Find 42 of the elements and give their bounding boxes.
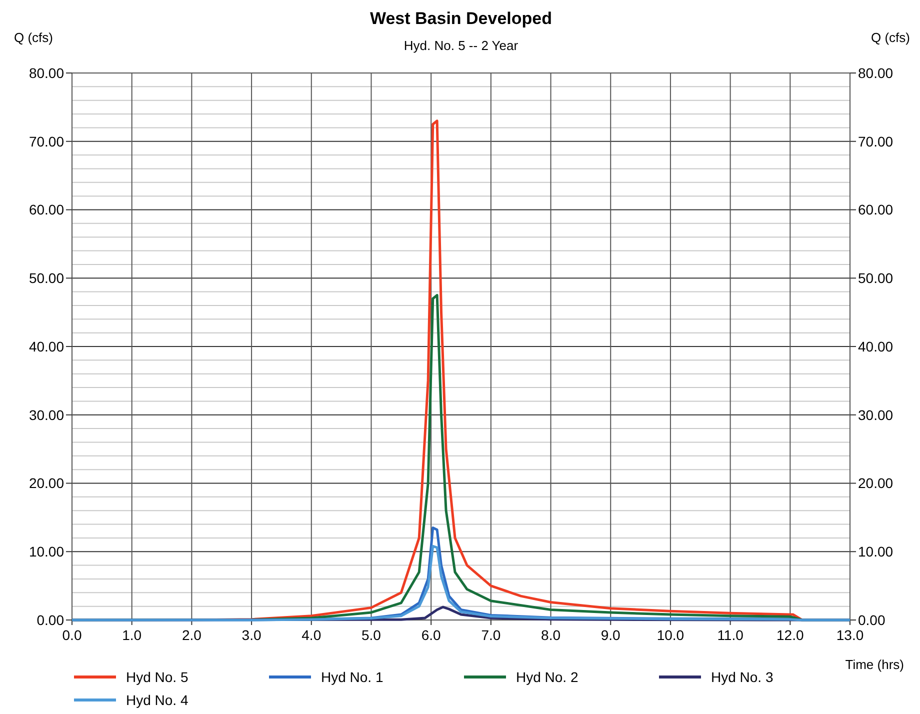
x-tick-label: 8.0: [541, 627, 561, 643]
legend-label: Hyd No. 3: [711, 668, 774, 685]
x-tick-label: 2.0: [182, 627, 202, 643]
y2-tick-label: 80.00: [858, 64, 894, 81]
y-tick-label: 10.00: [28, 544, 64, 560]
y2-axis-title: Q (cfs): [871, 30, 910, 45]
x-axis-title: Time (hrs): [845, 657, 904, 672]
y2-tick-label: 20.00: [858, 475, 894, 492]
y-axis-title: Q (cfs): [14, 30, 53, 45]
y-tick-label: 80.00: [28, 64, 64, 81]
legend-label: Hyd No. 4: [126, 692, 188, 708]
x-tick-label: 12.0: [776, 627, 804, 643]
x-tick-label: 4.0: [302, 627, 322, 643]
x-tick-label: 11.0: [717, 627, 744, 643]
y-tick-label: 20.00: [28, 475, 64, 492]
y2-tick-label: 30.00: [858, 406, 894, 423]
legend-label: Hyd No. 5: [126, 668, 188, 685]
y2-tick-label: 40.00: [858, 338, 894, 354]
x-tick-label: 3.0: [242, 627, 262, 643]
y2-tick-label: 60.00: [858, 202, 894, 218]
x-tick-label: 13.0: [836, 627, 864, 643]
y-tick-label: 40.00: [28, 338, 64, 354]
y-tick-label: 60.00: [28, 202, 64, 218]
chart-title: West Basin Developed: [370, 9, 552, 28]
y-tick-label: 50.00: [28, 270, 64, 286]
x-tick-label: 10.0: [656, 627, 684, 643]
x-tick-label: 5.0: [361, 627, 382, 643]
x-tick-label: 1.0: [122, 627, 142, 643]
legend-label: Hyd No. 1: [321, 668, 384, 685]
x-tick-label: 7.0: [481, 627, 501, 643]
y2-tick-label: 10.00: [858, 544, 894, 560]
chart-subtitle: Hyd. No. 5 -- 2 Year: [404, 38, 519, 53]
y2-tick-label: 70.00: [858, 133, 894, 150]
y-tick-label: 0.00: [36, 612, 64, 628]
y-tick-label: 30.00: [28, 406, 64, 423]
y-tick-label: 70.00: [28, 133, 64, 150]
legend-label: Hyd No. 2: [516, 668, 578, 685]
x-tick-label: 6.0: [421, 627, 442, 643]
x-tick-label: 9.0: [600, 627, 621, 643]
x-tick-label: 0.0: [62, 627, 82, 643]
y2-tick-label: 0.00: [858, 612, 886, 628]
y2-tick-label: 50.00: [858, 270, 894, 286]
